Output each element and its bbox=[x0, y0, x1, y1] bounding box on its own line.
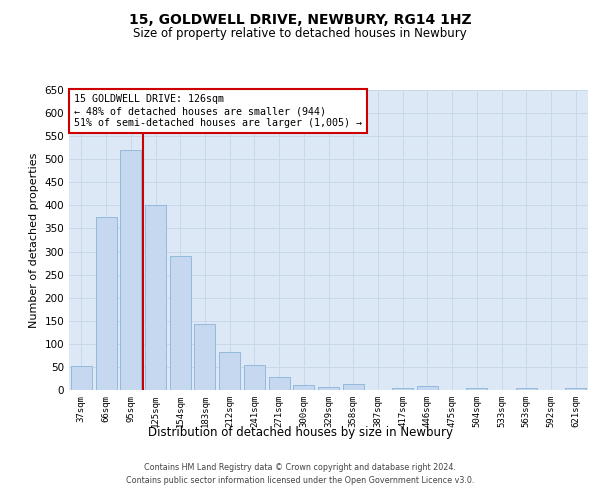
Text: Size of property relative to detached houses in Newbury: Size of property relative to detached ho… bbox=[133, 28, 467, 40]
Bar bbox=[516, 388, 537, 390]
Bar bbox=[417, 386, 438, 390]
Text: Distribution of detached houses by size in Newbury: Distribution of detached houses by size … bbox=[148, 426, 452, 439]
Bar bbox=[244, 364, 265, 390]
Bar bbox=[95, 217, 116, 390]
Bar bbox=[343, 384, 364, 390]
Text: 15, GOLDWELL DRIVE, NEWBURY, RG14 1HZ: 15, GOLDWELL DRIVE, NEWBURY, RG14 1HZ bbox=[128, 12, 472, 26]
Bar bbox=[318, 387, 339, 390]
Text: 15 GOLDWELL DRIVE: 126sqm
← 48% of detached houses are smaller (944)
51% of semi: 15 GOLDWELL DRIVE: 126sqm ← 48% of detac… bbox=[74, 94, 362, 128]
Bar bbox=[145, 206, 166, 390]
Text: Contains HM Land Registry data © Crown copyright and database right 2024.: Contains HM Land Registry data © Crown c… bbox=[144, 464, 456, 472]
Y-axis label: Number of detached properties: Number of detached properties bbox=[29, 152, 39, 328]
Bar bbox=[392, 388, 413, 390]
Bar bbox=[565, 388, 586, 390]
Bar bbox=[269, 377, 290, 390]
Bar bbox=[71, 366, 92, 390]
Bar bbox=[466, 388, 487, 390]
Bar bbox=[170, 256, 191, 390]
Bar bbox=[293, 386, 314, 390]
Bar bbox=[120, 150, 141, 390]
Text: Contains public sector information licensed under the Open Government Licence v3: Contains public sector information licen… bbox=[126, 476, 474, 485]
Bar bbox=[219, 352, 240, 390]
Bar bbox=[194, 324, 215, 390]
